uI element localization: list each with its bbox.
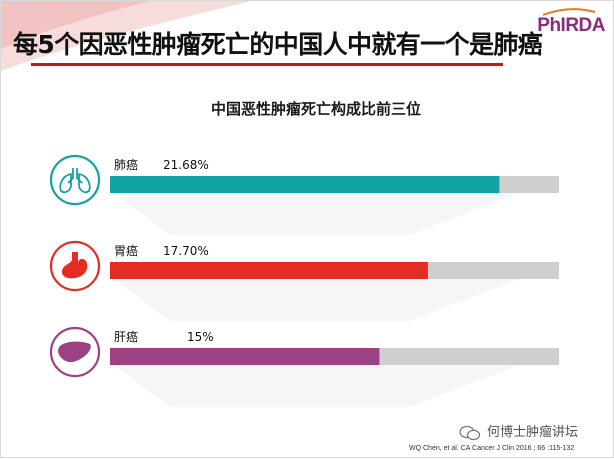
bar-shadow: [114, 365, 519, 407]
value-label: 15%: [187, 330, 214, 344]
icon-circle: [49, 154, 101, 206]
bar-shadow: [114, 279, 519, 321]
value-label: 21.68%: [163, 158, 209, 172]
category-label: 肝癌: [114, 329, 138, 344]
category-label: 胃癌: [114, 243, 138, 258]
bar-1: [110, 176, 500, 193]
value-label: 17.70%: [163, 244, 209, 258]
chart-title: 中国恶性肿瘤死亡构成比前三位: [210, 100, 421, 118]
bar-3: [110, 348, 380, 365]
lungs-icon: [59, 168, 91, 194]
stomach-icon: [61, 252, 88, 279]
slide-title: 每5个因恶性肿瘤死亡的中国人中就有一个是肺癌: [13, 30, 543, 59]
title-rule: [31, 63, 503, 66]
bar-shadow: [114, 193, 519, 235]
liver-icon: [58, 341, 91, 363]
phirda-logo: PhIRDA: [537, 8, 605, 37]
wechat-icon: [459, 425, 481, 440]
watermark: 何博士肿瘤讲坛: [459, 421, 578, 441]
bar-2: [110, 262, 428, 279]
source-citation: WQ Chen, et al. CA Cancer J Clin 2016 ; …: [409, 445, 575, 452]
watermark-text: 何博士肿瘤讲坛: [487, 425, 579, 440]
category-label: 肺癌: [114, 157, 138, 172]
corner-decoration: [1, 1, 251, 71]
